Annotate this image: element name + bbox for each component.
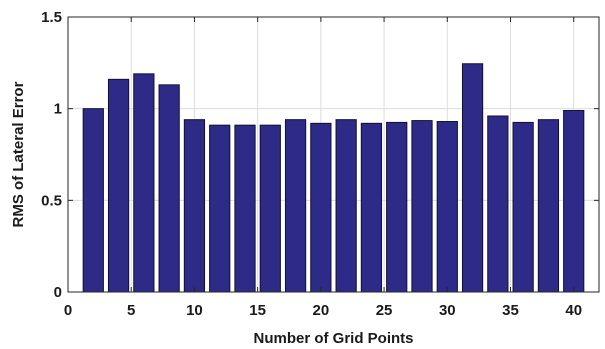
x-tick-label: 35 <box>502 302 519 319</box>
x-tick-label: 20 <box>313 302 330 319</box>
bar <box>512 121 534 293</box>
y-tick-label: 0.5 <box>41 192 62 209</box>
axis-ticks: 0 5 10 15 20 25 30 35 40 0 0.5 1 1.5 <box>41 9 599 319</box>
bar <box>183 119 206 293</box>
x-tick-label: 30 <box>439 302 456 319</box>
bar <box>563 110 585 293</box>
bar <box>436 121 458 293</box>
bar <box>158 84 180 293</box>
bar <box>411 120 433 293</box>
bar <box>386 121 408 293</box>
bar <box>133 73 155 293</box>
y-tick-label: 1 <box>54 101 62 118</box>
bar <box>234 124 256 293</box>
plot-frame <box>67 16 600 293</box>
bar <box>82 108 104 293</box>
x-tick-label: 15 <box>249 302 266 319</box>
y-tick-label: 1.5 <box>41 9 62 26</box>
x-tick-label: 0 <box>64 302 72 319</box>
x-tick-label: 10 <box>186 302 203 319</box>
x-tick-label: 25 <box>376 302 393 319</box>
x-tick-label: 40 <box>565 302 582 319</box>
bar <box>537 119 560 293</box>
x-tick-label: 5 <box>127 302 135 319</box>
bar <box>209 124 231 293</box>
bar <box>284 119 307 293</box>
bar <box>487 115 509 293</box>
bar <box>335 119 357 293</box>
bar <box>360 122 383 293</box>
y-axis-label: RMS of Lateral Error <box>10 81 27 227</box>
bar <box>107 78 130 293</box>
bar <box>259 124 281 293</box>
bar <box>461 63 484 293</box>
x-axis-label: Number of Grid Points <box>253 330 413 347</box>
bars <box>82 63 585 293</box>
bar <box>310 122 332 293</box>
y-tick-label: 0 <box>54 284 62 301</box>
